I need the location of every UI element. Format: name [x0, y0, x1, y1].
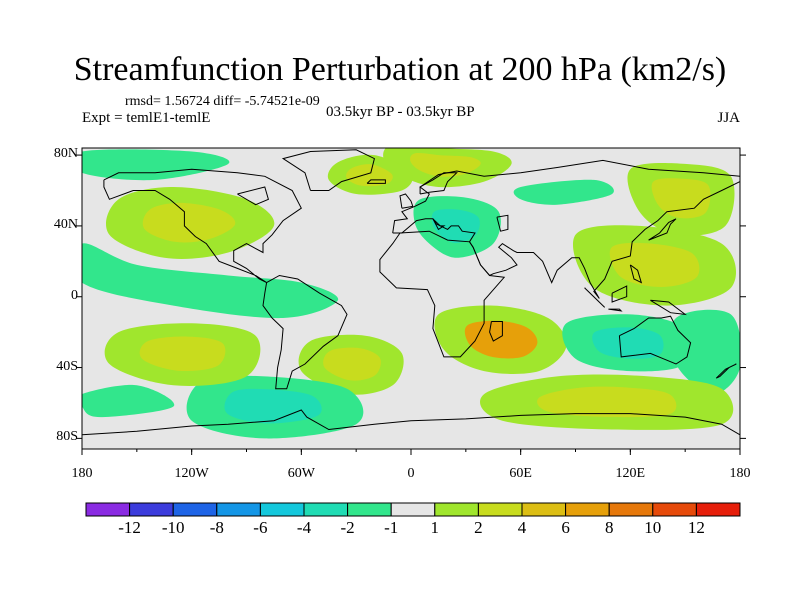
contour-core-western-pacific-high [609, 242, 700, 287]
experiment-label: Expt = temlE1-temlE [82, 110, 211, 126]
colorbar-swatch [608, 502, 654, 517]
colorbar-label: 10 [644, 518, 662, 537]
colorbar-label: -12 [118, 518, 141, 537]
colorbar-swatch [129, 502, 174, 517]
colorbar [85, 502, 741, 517]
colorbar-label: -4 [296, 518, 312, 537]
colorbar-swatch [85, 502, 131, 517]
contour-core-north-atlantic-high [346, 164, 393, 187]
colorbar-swatch [216, 502, 261, 517]
contour-core-northern-europe-high [410, 152, 481, 177]
coastline-segment [281, 149, 375, 191]
coastline-segment [629, 264, 643, 284]
coastline-segment [103, 168, 302, 284]
colorbar-label: 8 [604, 518, 614, 537]
colorbar-swatch [303, 502, 349, 517]
colorbar-label: 6 [561, 518, 570, 537]
coastline-segment [611, 285, 628, 303]
contour-region-weak [670, 309, 740, 395]
coastline-segment [392, 181, 740, 299]
coastline-segment [648, 218, 677, 241]
season-label: JJA [717, 110, 740, 126]
coastline-segment [489, 321, 503, 342]
x-tick-label: 60W [287, 466, 315, 481]
coastline-segment [262, 274, 348, 390]
colorbar-label: 4 [517, 518, 527, 537]
colorbar-swatch [347, 502, 392, 517]
coastlines [82, 149, 740, 436]
colorbar-swatch [521, 502, 567, 517]
coastline-segment [392, 159, 740, 234]
x-tick-label: 120E [615, 466, 646, 481]
period-label: 03.5kyr BP - 03.5kyr BP [326, 104, 475, 120]
coastline-segment [82, 409, 740, 436]
colorbar-swatch [695, 502, 741, 517]
contour-region-weak [82, 243, 338, 319]
colorbar-label: -6 [253, 518, 268, 537]
colorbar-swatch [390, 502, 436, 517]
coastline-segment [584, 287, 606, 308]
y-tick-label: 0 [71, 287, 78, 303]
x-tick-label: 60E [509, 466, 532, 481]
x-tick-label: 0 [407, 466, 415, 481]
map-layer [82, 148, 740, 449]
colorbar-label: -8 [209, 518, 224, 537]
coastline-segment [496, 214, 509, 232]
y-tick-label: 40N [53, 216, 78, 232]
colorbar-label: 2 [474, 518, 483, 537]
contour-region-weak [82, 384, 175, 418]
coastline-segment [399, 193, 414, 209]
colorbar-swatch [565, 502, 610, 517]
coastline-segment [608, 308, 623, 312]
contour-core-south-pacific-high [139, 336, 226, 372]
plot-title: Streamfunction Perturbation at 200 hPa (… [73, 51, 727, 88]
coastline-segment [715, 363, 737, 379]
colorbar-swatch [477, 502, 523, 517]
contour-core-southern-ocean-high [537, 386, 677, 418]
y-tick-label: 80N [53, 146, 78, 162]
coastline-segment [650, 299, 687, 316]
contour-core-north-america-high [142, 202, 236, 243]
colorbar-swatch [434, 502, 479, 517]
colorbar-label: -10 [161, 518, 185, 537]
coastline-segment [237, 186, 270, 206]
colorbar-label: 12 [687, 518, 705, 537]
colorbar-label: 1 [430, 518, 440, 537]
coastline-segment [419, 172, 458, 195]
contour-core-south-pacific-low [224, 388, 322, 424]
x-tick-label: 180 [71, 466, 93, 481]
axis-ticks [76, 154, 746, 455]
colorbar-swatch [652, 502, 697, 517]
coastline-segment [366, 179, 386, 184]
contour-core-south-atlantic-high [323, 347, 381, 381]
rmsd-diff-line: rmsd= 1.56724 diff= -5.74521e-09 [125, 94, 320, 109]
x-tick-label: 180 [729, 466, 751, 481]
y-tick-label: 80S [56, 429, 78, 445]
colorbar-label: -1 [384, 518, 399, 537]
coastline-segment [379, 230, 506, 358]
colorbar-label: -2 [340, 518, 355, 537]
contour-core-australia-low [592, 327, 664, 359]
coastline-segment [618, 315, 692, 365]
contour-core-north-pacific-high [651, 178, 711, 219]
colorbar-swatch [259, 502, 305, 517]
contour-region-weak [513, 179, 614, 205]
y-tick-label: 40S [56, 358, 78, 374]
coastline-segment [432, 218, 446, 231]
colorbar-swatch [172, 502, 218, 517]
x-tick-label: 120W [174, 466, 209, 481]
contour-core-southern-africa-high [464, 320, 538, 359]
